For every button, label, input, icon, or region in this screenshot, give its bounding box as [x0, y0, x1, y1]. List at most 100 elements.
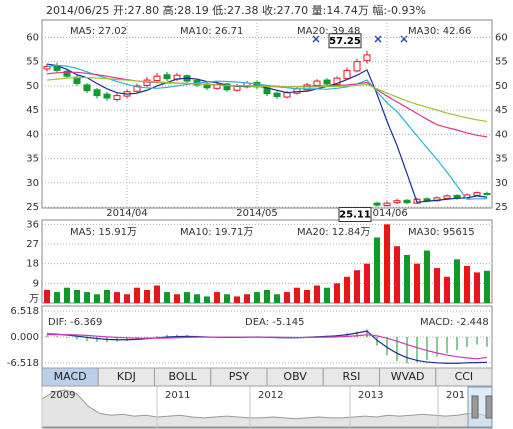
legend-label: MA20: 12.84万	[297, 227, 370, 238]
candle-body	[473, 192, 481, 196]
y-tick-label: 35	[26, 154, 39, 165]
volume-bar	[134, 287, 140, 303]
y-tick-label: 60	[26, 32, 39, 43]
candle-body	[313, 80, 321, 86]
volume-bar	[184, 292, 190, 303]
candle-body	[363, 54, 371, 62]
candle-body	[133, 85, 141, 92]
candle-body	[483, 192, 491, 195]
volume-bar	[204, 296, 210, 303]
y-tick-label: 9	[33, 278, 39, 289]
overview-area	[41, 389, 493, 428]
candle-body	[273, 92, 281, 98]
volume-bar	[104, 289, 110, 303]
y-tick-label-right: 60	[495, 32, 508, 43]
header: 2014/06/25 开:27.80 高:28.19 低:27.38 收:27.…	[46, 3, 426, 17]
volume-bar	[144, 289, 150, 303]
volume-bar	[174, 294, 180, 303]
candle-body	[93, 89, 101, 97]
y-tick-label: 55	[26, 57, 39, 68]
price-frame	[41, 19, 493, 209]
legend-label: MA30: 42.66	[408, 26, 471, 37]
volume-bar	[114, 292, 120, 303]
x-tick-label: 2014/05	[236, 208, 278, 219]
volume-bar	[164, 292, 170, 303]
volume-bar	[264, 289, 270, 303]
tab-label[interactable]: KDJ	[117, 370, 136, 383]
volume-bar	[404, 254, 410, 303]
candle-body	[223, 83, 231, 91]
legend-label: MA10: 26.71	[180, 26, 243, 37]
volume-bar	[274, 294, 280, 303]
y-tick-label-right: 40	[495, 129, 508, 140]
legend-label: MA5: 27.02	[70, 26, 127, 37]
tab-label[interactable]: OBV	[283, 370, 307, 383]
y-tick-label: 40	[26, 129, 39, 140]
volume-bar	[354, 270, 360, 303]
candle-body	[343, 69, 351, 80]
volume-bar	[214, 292, 220, 303]
volume-bar	[74, 289, 80, 303]
range-handle[interactable]	[471, 395, 479, 419]
volume-bar	[154, 285, 160, 303]
legend-label: MACD: -2.448	[420, 317, 489, 328]
volume-bar	[414, 263, 420, 303]
volume-bar	[254, 292, 260, 303]
ma-line	[46, 63, 488, 203]
volume-bar	[484, 270, 490, 303]
y-tick-label: -6.518	[7, 358, 39, 369]
volume-bar	[444, 276, 450, 303]
volume-bar	[464, 265, 470, 303]
volume-bar	[424, 250, 430, 303]
y-tick-label: 6.518	[10, 306, 39, 317]
volume-bar	[364, 263, 370, 303]
tab-label[interactable]: MACD	[54, 370, 87, 383]
volume-bar	[234, 296, 240, 303]
overview: 2009 2011 2012 2013 201	[41, 385, 493, 429]
legend-label: DEA: -5.145	[245, 317, 304, 328]
y-tick-label-right: 50	[495, 81, 508, 92]
candle-body	[383, 202, 391, 207]
range-handle[interactable]	[485, 395, 493, 419]
legend-label: MA5: 15.91万	[70, 227, 137, 238]
tab-label[interactable]: PSY	[229, 370, 250, 383]
y-tick-label: 45	[26, 105, 39, 116]
volume-bar	[244, 294, 250, 303]
volume-bar	[344, 276, 350, 303]
volume-bar	[304, 289, 310, 303]
y-tick-label-right: 45	[495, 105, 508, 116]
legend-label: MA10: 19.71万	[180, 227, 253, 238]
tab-label[interactable]: RSI	[342, 370, 360, 383]
candle-body	[393, 200, 401, 204]
x-tick-label: 2014/06	[366, 208, 408, 219]
y-tick-label-right: 25	[495, 202, 508, 213]
candle-body	[163, 74, 171, 80]
volume-bar	[124, 294, 130, 303]
volume-bar	[94, 294, 100, 303]
tab[interactable]	[435, 367, 493, 387]
volume-bar	[394, 246, 400, 303]
candle-body	[403, 199, 411, 204]
volume-bar	[224, 294, 230, 303]
tab-label[interactable]: CCI	[455, 370, 474, 383]
ma-line	[46, 77, 488, 123]
candle-body	[353, 61, 361, 72]
volume-bar	[54, 292, 60, 303]
volume-bar	[324, 287, 330, 303]
volume-bar	[434, 268, 440, 303]
y-tick-label: 18	[26, 259, 39, 270]
candle-body	[83, 84, 91, 92]
annotation: 57.25	[329, 36, 361, 47]
unit-label: 万	[29, 294, 39, 305]
volume-bar	[194, 294, 200, 303]
candle-body	[103, 93, 111, 99]
candle-body	[113, 95, 121, 100]
tab-label[interactable]: WVAD	[391, 370, 425, 383]
y-tick-label-right: 30	[495, 178, 508, 189]
volume-bar	[384, 224, 390, 303]
volume-bar	[334, 283, 340, 303]
y-tick-label: 0.000	[10, 332, 39, 343]
annotation: 25.11	[339, 209, 371, 220]
tab-label[interactable]: BOLL	[168, 370, 197, 383]
